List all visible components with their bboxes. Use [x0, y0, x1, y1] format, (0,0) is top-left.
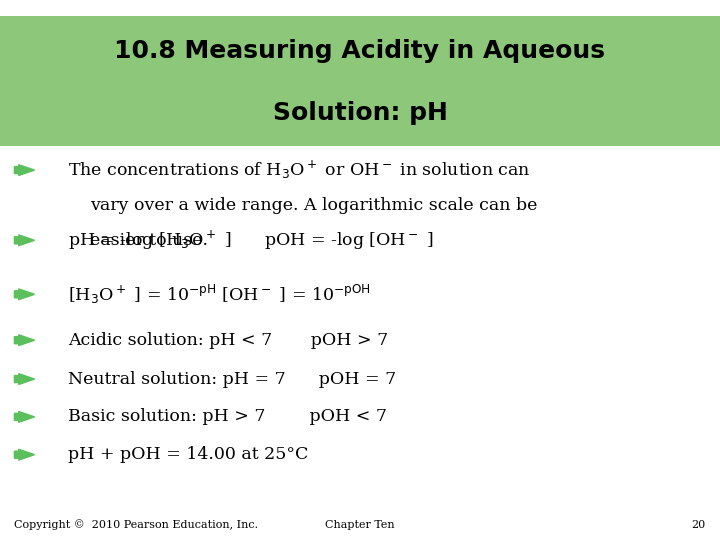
Text: Copyright ©  2010 Pearson Education, Inc.: Copyright © 2010 Pearson Education, Inc. [14, 519, 258, 530]
Text: [H$_3$O$^+$ ] = 10$^{-\mathrm{pH}}$ [OH$^-$ ] = 10$^{-\mathrm{pOH}}$: [H$_3$O$^+$ ] = 10$^{-\mathrm{pH}}$ [OH$… [68, 283, 372, 306]
FancyArrow shape [14, 289, 35, 300]
FancyBboxPatch shape [0, 16, 720, 146]
Text: Neutral solution: pH = 7      pOH = 7: Neutral solution: pH = 7 pOH = 7 [68, 370, 397, 388]
Text: Chapter Ten: Chapter Ten [325, 520, 395, 530]
Text: pH + pOH = 14.00 at 25°C: pH + pOH = 14.00 at 25°C [68, 446, 309, 463]
Text: pH = -log [H$_3$O$^+$ ]      pOH = -log [OH$^-$ ]: pH = -log [H$_3$O$^+$ ] pOH = -log [OH$^… [68, 228, 433, 252]
FancyArrow shape [14, 235, 35, 246]
Text: The concentrations of H$_3$O$^+$ or OH$^-$ in solution can: The concentrations of H$_3$O$^+$ or OH$^… [68, 159, 531, 181]
FancyArrow shape [14, 165, 35, 176]
Text: Basic solution: pH > 7        pOH < 7: Basic solution: pH > 7 pOH < 7 [68, 408, 387, 426]
Text: 10.8 Measuring Acidity in Aqueous: 10.8 Measuring Acidity in Aqueous [114, 39, 606, 63]
Text: Solution: pH: Solution: pH [273, 102, 447, 125]
FancyArrow shape [14, 374, 35, 384]
Text: Acidic solution: pH < 7       pOH > 7: Acidic solution: pH < 7 pOH > 7 [68, 332, 389, 349]
FancyArrow shape [14, 449, 35, 460]
FancyArrow shape [14, 411, 35, 422]
Text: easier to use.: easier to use. [90, 232, 208, 249]
Text: vary over a wide range. A logarithmic scale can be: vary over a wide range. A logarithmic sc… [90, 197, 537, 214]
FancyArrow shape [14, 335, 35, 346]
Text: 20: 20 [691, 520, 706, 530]
